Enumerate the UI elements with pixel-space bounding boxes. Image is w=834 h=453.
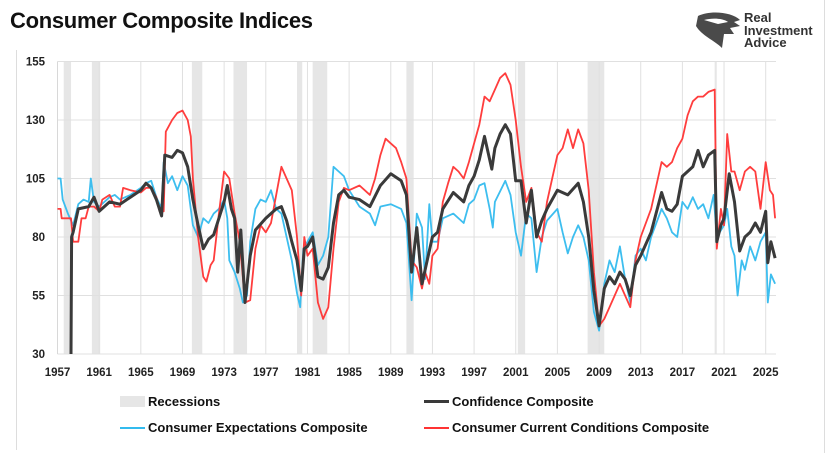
x-tick-label: 1961	[86, 367, 112, 379]
x-tick-label: 1993	[420, 367, 446, 379]
recession-band	[63, 61, 72, 354]
legend-label-current-conditions: Consumer Current Conditions Composite	[452, 420, 710, 435]
y-tick-label: 30	[32, 349, 45, 361]
eagle-head-icon	[696, 12, 740, 48]
legend-swatch-expectations	[120, 427, 145, 429]
y-tick-label: 130	[26, 115, 45, 127]
legend-swatch-recessions	[120, 396, 145, 407]
chart-title: Consumer Composite Indices	[10, 8, 313, 33]
x-tick-label: 1957	[45, 367, 71, 379]
legend-label-confidence: Confidence Composite	[452, 394, 594, 409]
x-tick-label: 2025	[753, 367, 779, 379]
x-tick-label: 2021	[711, 367, 737, 379]
logo-line: Advice	[744, 35, 787, 50]
y-tick-label: 55	[32, 291, 45, 303]
recession-band	[233, 61, 248, 354]
x-tick-label: 2013	[628, 367, 654, 379]
frame-border-right	[824, 0, 825, 453]
logo-line: Investment	[744, 22, 813, 38]
series-line-consumer-current-conditions-composite	[57, 72, 776, 327]
frame-border-left	[16, 50, 17, 450]
series-line-confidence-composite	[69, 123, 777, 355]
x-tick-label: 1965	[128, 367, 154, 379]
legend-label-expectations: Consumer Expectations Composite	[148, 420, 368, 435]
x-tick-label: 1981	[295, 367, 321, 379]
y-axis-ticks: 30 55 80 105 130 155	[26, 57, 46, 362]
x-tick-label: 2017	[670, 367, 696, 379]
x-axis-ticks: 1957 1961 1965 1969 1973 1977 1981 1985 1989 1993…	[45, 367, 779, 379]
x-tick-label: 2009	[586, 367, 612, 379]
recession-band	[297, 61, 303, 354]
y-tick-label: 80	[32, 232, 45, 244]
recession-band	[406, 61, 414, 354]
x-tick-label: 2001	[503, 367, 529, 379]
series-line-consumer-expectations-composite	[57, 161, 776, 332]
x-tick-label: 1989	[378, 367, 404, 379]
y-tick-label: 105	[26, 174, 46, 186]
legend-swatch-current-conditions	[424, 427, 449, 429]
legend-label-recessions: Recessions	[148, 394, 221, 409]
x-tick-label: 1977	[253, 367, 279, 379]
logo-text: Real Investment Advice	[744, 10, 813, 50]
logo-line: Real	[744, 10, 772, 25]
x-tick-label: 1985	[336, 367, 362, 379]
x-tick-label: 1969	[170, 367, 196, 379]
recession-band	[517, 61, 526, 354]
gridlines	[57, 61, 776, 355]
recession-band	[191, 61, 203, 354]
x-tick-label: 1997	[461, 367, 487, 379]
x-tick-label: 1973	[211, 367, 237, 379]
x-tick-label: 2005	[545, 367, 571, 379]
series-lines	[57, 72, 777, 355]
y-tick-label: 155	[26, 57, 46, 69]
legend-swatch-confidence	[424, 400, 449, 403]
